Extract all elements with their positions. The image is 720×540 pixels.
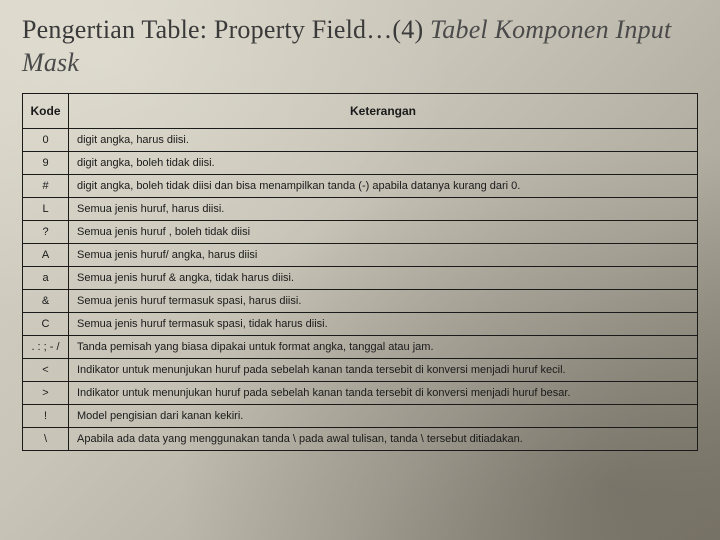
- table-header-row: Kode Keterangan: [23, 94, 698, 129]
- cell-kode: a: [23, 267, 69, 290]
- cell-kode: &: [23, 290, 69, 313]
- table-row: LSemua jenis huruf, harus diisi.: [23, 198, 698, 221]
- cell-keterangan: Apabila ada data yang menggunakan tanda …: [69, 428, 698, 451]
- cell-keterangan: Semua jenis huruf termasuk spasi, harus …: [69, 290, 698, 313]
- cell-keterangan: digit angka, boleh tidak diisi dan bisa …: [69, 175, 698, 198]
- cell-kode: . : ; - /: [23, 336, 69, 359]
- table-row: 0digit angka, harus diisi.: [23, 129, 698, 152]
- table-row: . : ; - /Tanda pemisah yang biasa dipaka…: [23, 336, 698, 359]
- table-row: aSemua jenis huruf & angka, tidak harus …: [23, 267, 698, 290]
- cell-kode: ?: [23, 221, 69, 244]
- cell-kode: \: [23, 428, 69, 451]
- cell-keterangan: Indikator untuk menunjukan huruf pada se…: [69, 382, 698, 405]
- cell-keterangan: Semua jenis huruf , boleh tidak diisi: [69, 221, 698, 244]
- table-row: #digit angka, boleh tidak diisi dan bisa…: [23, 175, 698, 198]
- table-row: &Semua jenis huruf termasuk spasi, harus…: [23, 290, 698, 313]
- table-row: ?Semua jenis huruf , boleh tidak diisi: [23, 221, 698, 244]
- table-row: \Apabila ada data yang menggunakan tanda…: [23, 428, 698, 451]
- cell-kode: >: [23, 382, 69, 405]
- cell-keterangan: digit angka, boleh tidak diisi.: [69, 152, 698, 175]
- cell-kode: A: [23, 244, 69, 267]
- table-row: !Model pengisian dari kanan kekiri.: [23, 405, 698, 428]
- cell-keterangan: Semua jenis huruf termasuk spasi, tidak …: [69, 313, 698, 336]
- table-row: ASemua jenis huruf/ angka, harus diisi: [23, 244, 698, 267]
- cell-keterangan: digit angka, harus diisi.: [69, 129, 698, 152]
- cell-kode: #: [23, 175, 69, 198]
- cell-keterangan: Semua jenis huruf & angka, tidak harus d…: [69, 267, 698, 290]
- cell-kode: !: [23, 405, 69, 428]
- table-row: CSemua jenis huruf termasuk spasi, tidak…: [23, 313, 698, 336]
- table-row: >Indikator untuk menunjukan huruf pada s…: [23, 382, 698, 405]
- input-mask-table: Kode Keterangan 0digit angka, harus diis…: [22, 93, 698, 451]
- table-row: 9digit angka, boleh tidak diisi.: [23, 152, 698, 175]
- cell-keterangan: Semua jenis huruf/ angka, harus diisi: [69, 244, 698, 267]
- cell-kode: C: [23, 313, 69, 336]
- cell-kode: <: [23, 359, 69, 382]
- cell-kode: 0: [23, 129, 69, 152]
- col-kode: Kode: [23, 94, 69, 129]
- title-main: Pengertian Table: Property Field…(4): [22, 15, 430, 44]
- cell-keterangan: Model pengisian dari kanan kekiri.: [69, 405, 698, 428]
- table-row: <Indikator untuk menunjukan huruf pada s…: [23, 359, 698, 382]
- cell-keterangan: Semua jenis huruf, harus diisi.: [69, 198, 698, 221]
- cell-kode: 9: [23, 152, 69, 175]
- cell-keterangan: Indikator untuk menunjukan huruf pada se…: [69, 359, 698, 382]
- cell-kode: L: [23, 198, 69, 221]
- table-body: 0digit angka, harus diisi.9digit angka, …: [23, 129, 698, 451]
- cell-keterangan: Tanda pemisah yang biasa dipakai untuk f…: [69, 336, 698, 359]
- page-title: Pengertian Table: Property Field…(4) Tab…: [22, 14, 698, 79]
- col-keterangan: Keterangan: [69, 94, 698, 129]
